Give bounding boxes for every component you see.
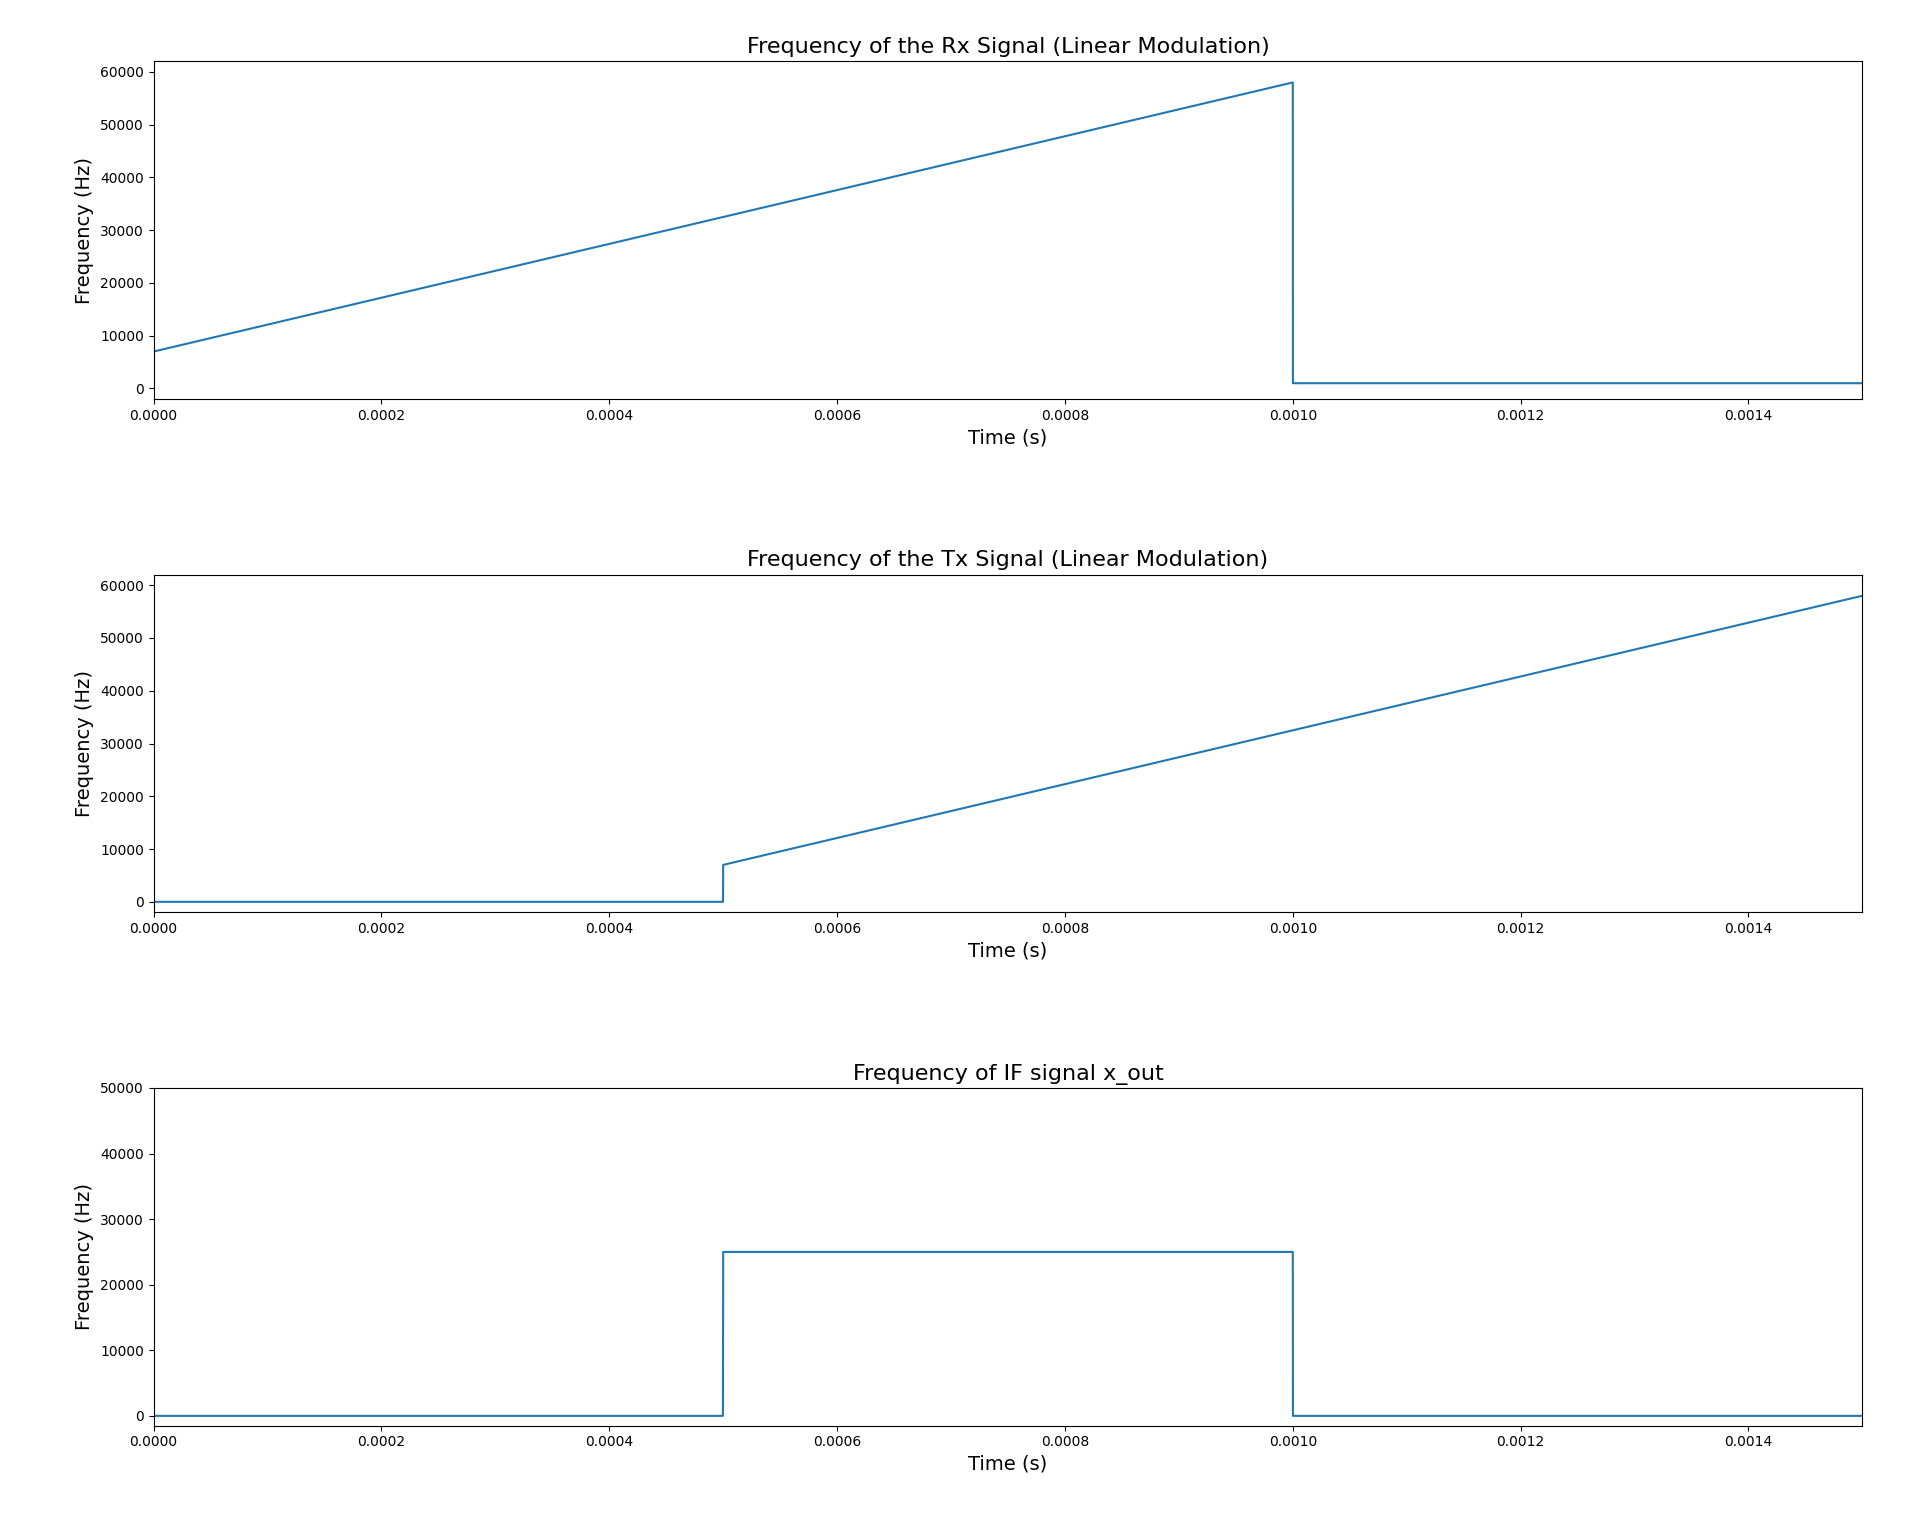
X-axis label: Time (s): Time (s) [968,428,1048,448]
Title: Frequency of IF signal x_out: Frequency of IF signal x_out [852,1064,1164,1085]
Y-axis label: Frequency (Hz): Frequency (Hz) [75,156,94,304]
X-axis label: Time (s): Time (s) [968,941,1048,961]
X-axis label: Time (s): Time (s) [968,1455,1048,1473]
Y-axis label: Frequency (Hz): Frequency (Hz) [75,670,94,817]
Y-axis label: Frequency (Hz): Frequency (Hz) [75,1183,94,1331]
Title: Frequency of the Tx Signal (Linear Modulation): Frequency of the Tx Signal (Linear Modul… [747,550,1269,570]
Title: Frequency of the Rx Signal (Linear Modulation): Frequency of the Rx Signal (Linear Modul… [747,37,1269,57]
